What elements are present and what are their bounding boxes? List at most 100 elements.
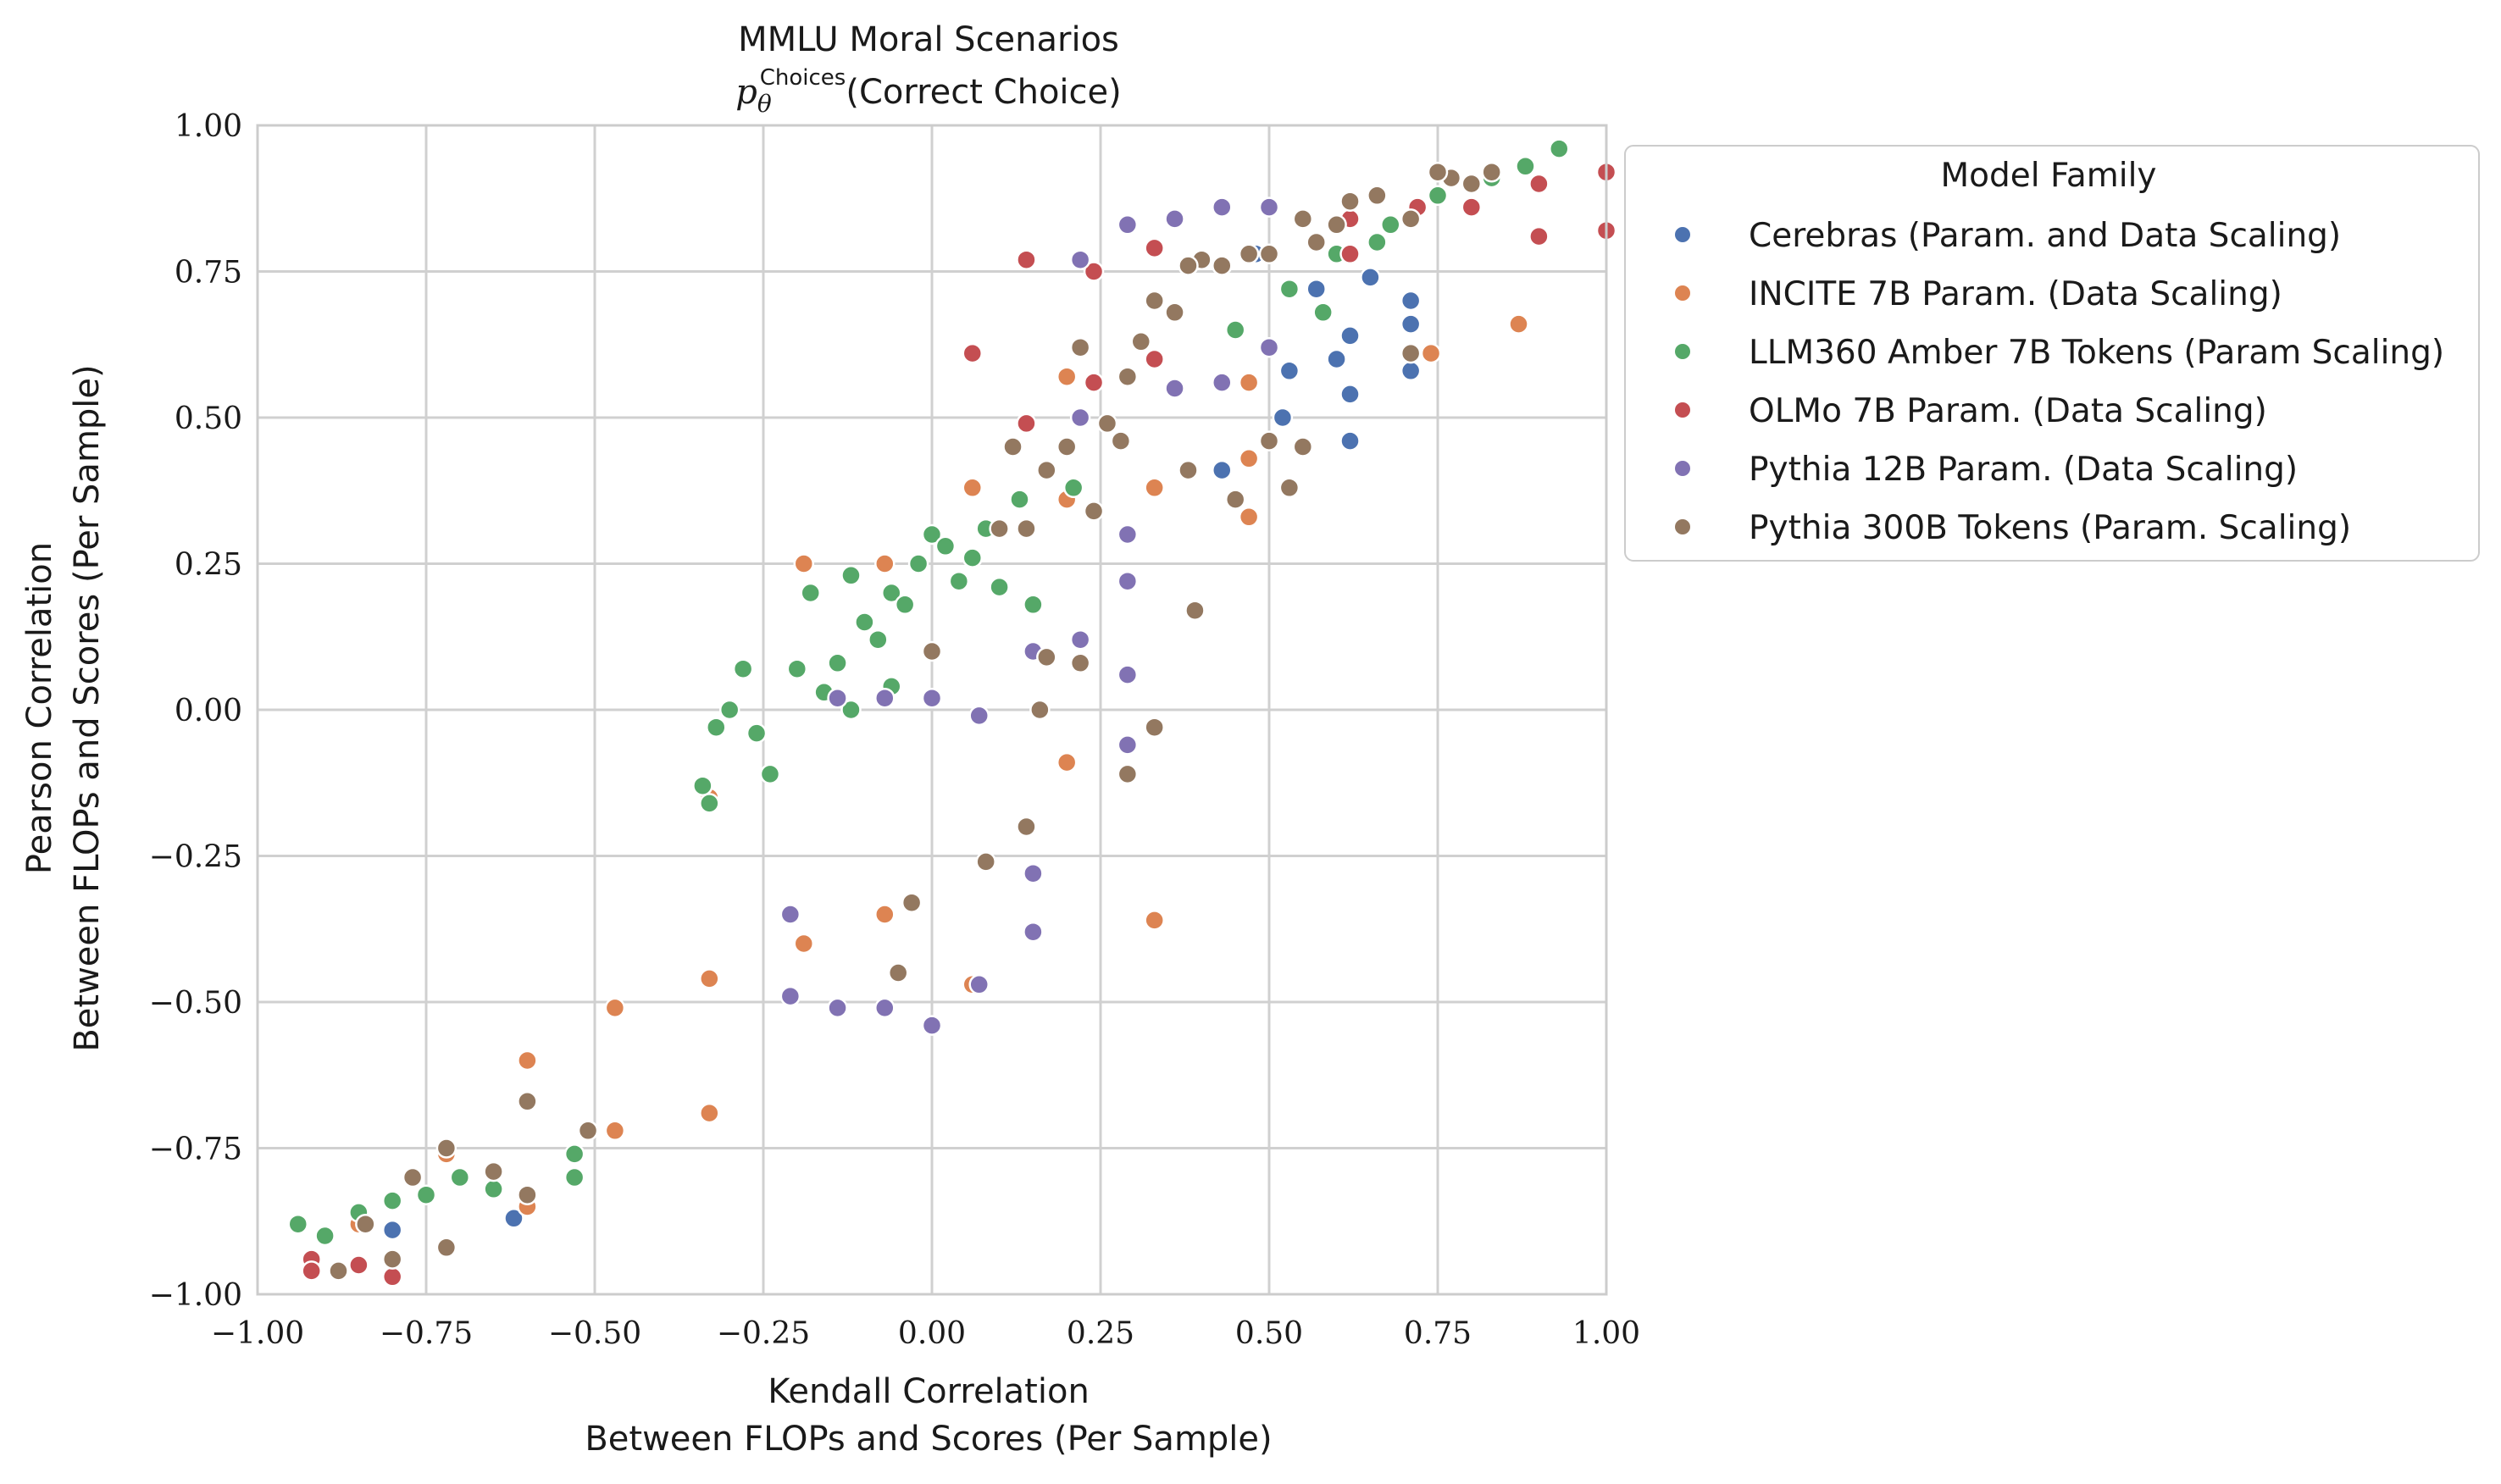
- y-tick-label: 1.00: [175, 109, 242, 144]
- scatter-point: [793, 553, 815, 574]
- scatter-point: [1023, 862, 1044, 884]
- scatter-point: [1326, 214, 1347, 235]
- y-tick-labels: −1.00 −0.75 −0.50 −0.25 0.00 0.25 0.50 0.75 1.00: [149, 109, 242, 1313]
- scatter-point: [921, 523, 943, 545]
- scatter-point: [1036, 459, 1057, 481]
- scatter-point: [1016, 413, 1037, 435]
- scatter-point: [921, 687, 943, 709]
- x-axis-label-line1: Kendall Correlation: [768, 1372, 1090, 1411]
- scatter-point: [1069, 652, 1091, 674]
- scatter-point: [1224, 319, 1246, 341]
- scatter-point: [1420, 342, 1442, 364]
- scatter-point: [1238, 372, 1260, 393]
- scatter-point: [1144, 290, 1165, 312]
- scatter-point: [1312, 302, 1334, 324]
- scatter-point: [989, 518, 1010, 540]
- legend-box: [1624, 145, 2480, 562]
- scatter-point: [868, 628, 889, 651]
- scatter-point: [840, 699, 862, 721]
- scatter-point: [1117, 763, 1139, 785]
- scatter-point: [699, 793, 720, 814]
- scatter-point: [563, 1143, 585, 1165]
- scatter-point: [381, 1190, 403, 1211]
- scatter-point: [907, 553, 929, 574]
- legend-item: INCITE 7B Param. (Data Scaling): [1673, 275, 2282, 313]
- scatter-point: [934, 535, 957, 557]
- legend-item: Cerebras (Param. and Data Scaling): [1673, 217, 2341, 255]
- scatter-point: [1400, 342, 1422, 364]
- scatter-point: [1238, 243, 1260, 265]
- scatter-point: [1144, 348, 1165, 370]
- scatter-point: [894, 594, 916, 616]
- legend-label: Pythia 12B Param. (Data Scaling): [1749, 451, 2298, 489]
- scatter-point: [1110, 430, 1132, 451]
- scatter-point: [1360, 267, 1381, 288]
- legend-label: Cerebras (Param. and Data Scaling): [1749, 217, 2341, 255]
- scatter-point: [718, 699, 740, 721]
- scatter-point: [1292, 208, 1314, 230]
- x-tick-label: −0.50: [548, 1316, 641, 1351]
- scatter-point: [827, 997, 848, 1019]
- y-tick-label: 0.50: [175, 401, 242, 436]
- scatter-point: [746, 723, 768, 744]
- scatter-point: [1339, 243, 1361, 265]
- scatter-point: [948, 570, 970, 592]
- scatter-point: [827, 687, 848, 709]
- scatter-point: [604, 997, 626, 1019]
- x-axis-label-line2: Between FLOPs and Scores (Per Sample): [585, 1420, 1272, 1459]
- scatter-point: [1178, 255, 1199, 276]
- subtitle-superscript: Choices: [760, 65, 846, 91]
- scatter-point: [800, 582, 821, 604]
- y-axis-label-line2: Between FLOPs and Scores (Per Sample): [68, 364, 107, 1051]
- scatter-point: [1164, 302, 1185, 324]
- scatter-point: [699, 1102, 720, 1124]
- scatter-point: [1117, 570, 1139, 592]
- scatter-point: [415, 1184, 437, 1205]
- scatter-point: [759, 763, 781, 785]
- scatter-point: [732, 658, 754, 679]
- scatter-point: [1224, 489, 1246, 510]
- scatter-point: [1238, 448, 1260, 469]
- scatter-point: [1144, 910, 1165, 931]
- subtitle-text: (Correct Choice): [846, 73, 1121, 112]
- legend-item: LLM360 Amber 7B Tokens (Param Scaling): [1673, 334, 2444, 372]
- scatter-point: [1400, 313, 1422, 335]
- scatter-point: [1056, 751, 1078, 773]
- scatter-point: [1278, 278, 1300, 300]
- scatter-point: [1272, 407, 1294, 429]
- scatter-point: [968, 974, 990, 995]
- legend-item: Pythia 12B Param. (Data Scaling): [1673, 451, 2298, 489]
- scatter-point: [577, 1120, 599, 1142]
- scatter-point: [854, 612, 875, 633]
- scatter-point: [1278, 360, 1300, 382]
- scatter-point: [1339, 325, 1361, 346]
- scatter-point: [355, 1213, 376, 1235]
- scatter-point: [1427, 185, 1449, 207]
- scatter-point: [1212, 255, 1233, 276]
- scatter-point: [517, 1184, 538, 1205]
- scatter-point: [706, 717, 727, 738]
- scatter-point: [381, 1266, 403, 1287]
- scatter-point: [1083, 501, 1105, 522]
- scatter-point: [1339, 191, 1361, 212]
- legend-items: Cerebras (Param. and Data Scaling) INCITE…: [1673, 217, 2444, 547]
- x-tick-label: 0.25: [1067, 1316, 1134, 1351]
- legend: Model Family Cerebras (Param. and Data S…: [1624, 145, 2480, 562]
- x-tick-label: 0.75: [1404, 1316, 1472, 1351]
- x-tick-label: 1.00: [1572, 1316, 1640, 1351]
- scatter-point: [1069, 407, 1091, 429]
- scatter-point: [435, 1138, 458, 1159]
- scatter-point: [874, 997, 896, 1019]
- scatter-point: [840, 565, 862, 586]
- scatter-point: [692, 775, 713, 796]
- series-group: [301, 161, 1617, 1287]
- scatter-point: [314, 1225, 336, 1247]
- scatter-point: [1339, 384, 1361, 405]
- y-tick-label: 0.75: [175, 256, 242, 291]
- legend-marker: [1673, 225, 1692, 244]
- scatter-point: [1367, 185, 1388, 207]
- scatter-point: [1144, 237, 1165, 259]
- scatter-point: [779, 985, 801, 1007]
- scatter-point: [880, 582, 902, 604]
